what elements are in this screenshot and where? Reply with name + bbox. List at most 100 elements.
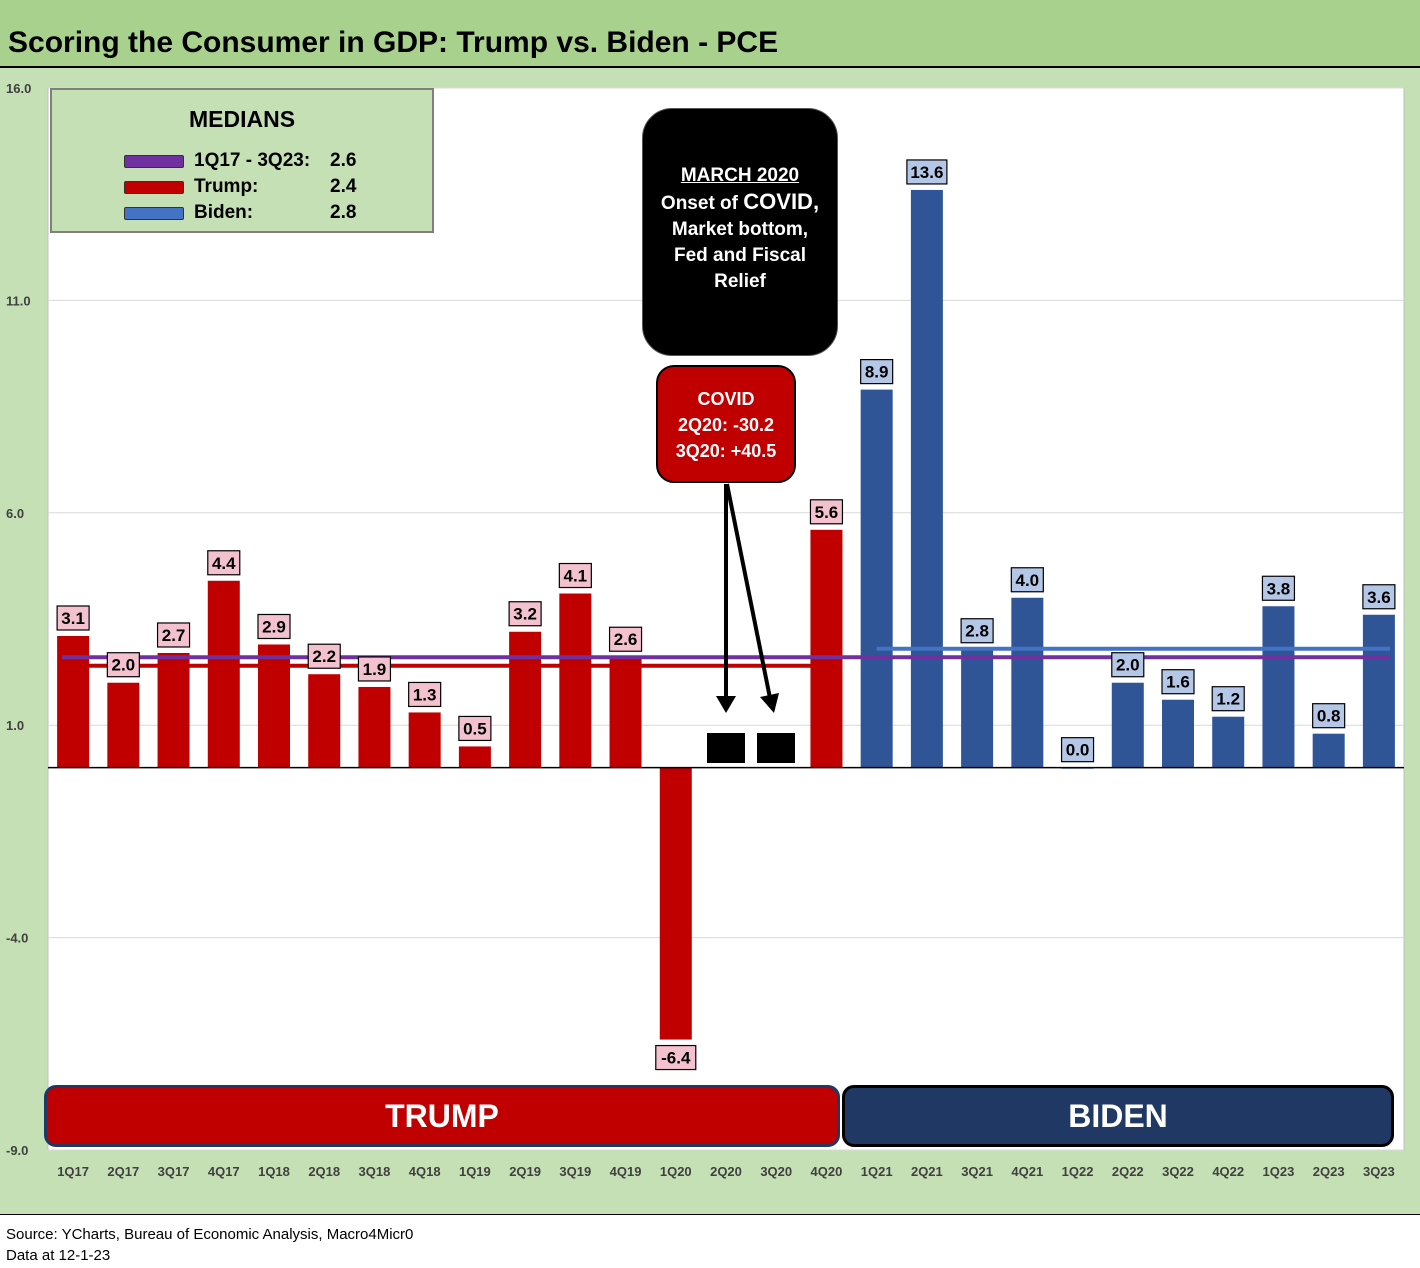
y-tick-label: 1.0 — [6, 718, 24, 733]
data-label-box — [608, 626, 643, 652]
march-callout-line2a: Onset of — [660, 193, 744, 214]
bar-4Q17 — [207, 580, 240, 768]
legend-value-biden: 2.8 — [330, 202, 357, 223]
y-axis-ticks: 16.0 11.0 6.0 1.0 -4.0 -9.0 — [6, 81, 31, 1158]
x-tick-label: 2Q17 — [107, 1164, 139, 1179]
data-label-3Q18: 1.9 — [357, 656, 392, 682]
x-tick-label: 2Q19 — [509, 1164, 541, 1179]
data-label-2Q17: 2.0 — [106, 652, 140, 678]
data-label-1Q21: 8.9 — [860, 359, 894, 385]
covid-callout-3q20: 3Q20: +40.5 — [675, 441, 777, 461]
x-tick-label: 1Q21 — [861, 1164, 893, 1179]
data-label-3Q21: 2.8 — [960, 618, 994, 644]
data-label-4Q19: 2.6 — [608, 626, 643, 652]
x-tick-label: 4Q22 — [1212, 1164, 1244, 1179]
data-label-box — [257, 613, 291, 640]
march-callout-line3: Market bottom, — [671, 219, 809, 240]
x-axis-ticks: 1Q17 2Q17 3Q17 4Q17 1Q18 2Q18 3Q18 4Q18 1Q19 2Q19… — [57, 1164, 1395, 1179]
bars — [48, 189, 1404, 1040]
bar-4Q21 — [1011, 597, 1044, 768]
x-tick-label: 3Q23 — [1363, 1164, 1395, 1179]
data-label-1Q20: -6.4 — [655, 1044, 697, 1071]
x-tick-label: 1Q19 — [459, 1164, 491, 1179]
data-label-box — [156, 622, 191, 648]
x-tick-label: 2Q21 — [911, 1164, 943, 1179]
data-label-2Q22: 2.0 — [1111, 652, 1145, 678]
era-banner-biden: BIDEN — [842, 1085, 1394, 1147]
data-label-box — [1010, 567, 1044, 593]
x-tick-label: 1Q23 — [1263, 1164, 1295, 1179]
data-label-4Q22: 1.2 — [1211, 686, 1245, 712]
x-tick-label: 1Q17 — [57, 1164, 89, 1179]
data-label-box — [508, 601, 542, 627]
data-label-box — [357, 656, 392, 682]
data-label-text: 2.2 — [312, 647, 336, 666]
data-label-text: 3.6 — [1367, 588, 1391, 607]
x-tick-label: 3Q21 — [961, 1164, 993, 1179]
legend-label-all: 1Q17 - 3Q23: — [194, 150, 311, 171]
data-label-box — [960, 618, 994, 644]
arrow-head-3q20 — [760, 693, 779, 713]
x-tick-label: 2Q22 — [1112, 1164, 1144, 1179]
x-tick-label: 4Q21 — [1011, 1164, 1043, 1179]
bar-3Q18 — [358, 686, 391, 768]
covid-placeholder-2q20 — [707, 733, 745, 763]
bar-4Q22 — [1212, 716, 1245, 768]
bar-2Q22 — [1111, 682, 1144, 768]
legend-swatch-biden — [124, 207, 184, 220]
y-tick-label: 16.0 — [6, 81, 31, 96]
bar-1Q23 — [1262, 606, 1295, 768]
data-label-text: 3.8 — [1267, 579, 1291, 598]
x-tick-label: 1Q22 — [1062, 1164, 1094, 1179]
data-label-4Q17: 4.4 — [207, 550, 241, 576]
bar-1Q21 — [860, 389, 893, 768]
y-tick-label: -9.0 — [6, 1143, 28, 1158]
x-tick-label: 4Q20 — [811, 1164, 843, 1179]
march-callout-line5: Relief — [714, 271, 766, 292]
data-label-text: 4.0 — [1016, 571, 1040, 590]
legend-item-biden: Biden: 2.8 — [124, 202, 424, 226]
x-tick-label: 3Q22 — [1162, 1164, 1194, 1179]
x-tick-label: 4Q19 — [610, 1164, 642, 1179]
bar-3Q23 — [1362, 614, 1395, 768]
data-label-text: 3.2 — [513, 605, 537, 624]
data-label-3Q17: 2.7 — [156, 622, 191, 648]
data-label-box — [1211, 686, 1245, 712]
bar-2Q18 — [308, 674, 341, 768]
data-label-box — [860, 359, 894, 385]
data-label-text: 8.9 — [865, 363, 889, 382]
data-label-box — [106, 652, 140, 678]
arrow-head-2q20 — [716, 696, 736, 713]
data-label-text: 1.3 — [413, 685, 437, 704]
bar-2Q17 — [107, 682, 140, 768]
medians-title: MEDIANS — [188, 106, 296, 132]
data-label-box — [809, 499, 844, 525]
data-label-2Q21: 13.6 — [906, 159, 948, 185]
bar-2Q23 — [1312, 733, 1345, 768]
source-note: Source: YCharts, Bureau of Economic Anal… — [6, 1224, 413, 1266]
data-date-line: Data at 12-1-23 — [6, 1247, 111, 1264]
data-label-text: 1.6 — [1166, 673, 1190, 692]
data-label-text: 2.8 — [965, 622, 989, 641]
covid-placeholder-3q20 — [757, 733, 795, 763]
bar-1Q19 — [458, 746, 491, 768]
x-tick-label: 3Q18 — [359, 1164, 391, 1179]
y-tick-label: -4.0 — [6, 931, 28, 946]
data-label-box — [307, 643, 341, 669]
legend-label-biden: Biden: — [194, 202, 254, 223]
x-tick-label: 1Q18 — [258, 1164, 290, 1179]
legend-value-trump: 2.4 — [330, 176, 357, 197]
data-label-3Q22: 1.6 — [1161, 669, 1195, 695]
bar-4Q18 — [408, 712, 441, 768]
bar-2Q19 — [509, 631, 542, 768]
data-label-text: -6.4 — [661, 1049, 691, 1068]
march-2020-callout: MARCH 2020 Onset of COVID, Market bottom… — [642, 108, 838, 356]
x-tick-label: 2Q20 — [710, 1164, 742, 1179]
data-label-box — [408, 681, 442, 708]
data-label-text: 4.4 — [212, 554, 236, 573]
legend-item-trump: Trump: 2.4 — [124, 176, 424, 200]
y-tick-label: 11.0 — [6, 293, 31, 308]
data-label-text: 1.9 — [363, 660, 387, 679]
x-tick-label: 2Q18 — [308, 1164, 340, 1179]
data-label-text: 2.0 — [1116, 656, 1140, 675]
